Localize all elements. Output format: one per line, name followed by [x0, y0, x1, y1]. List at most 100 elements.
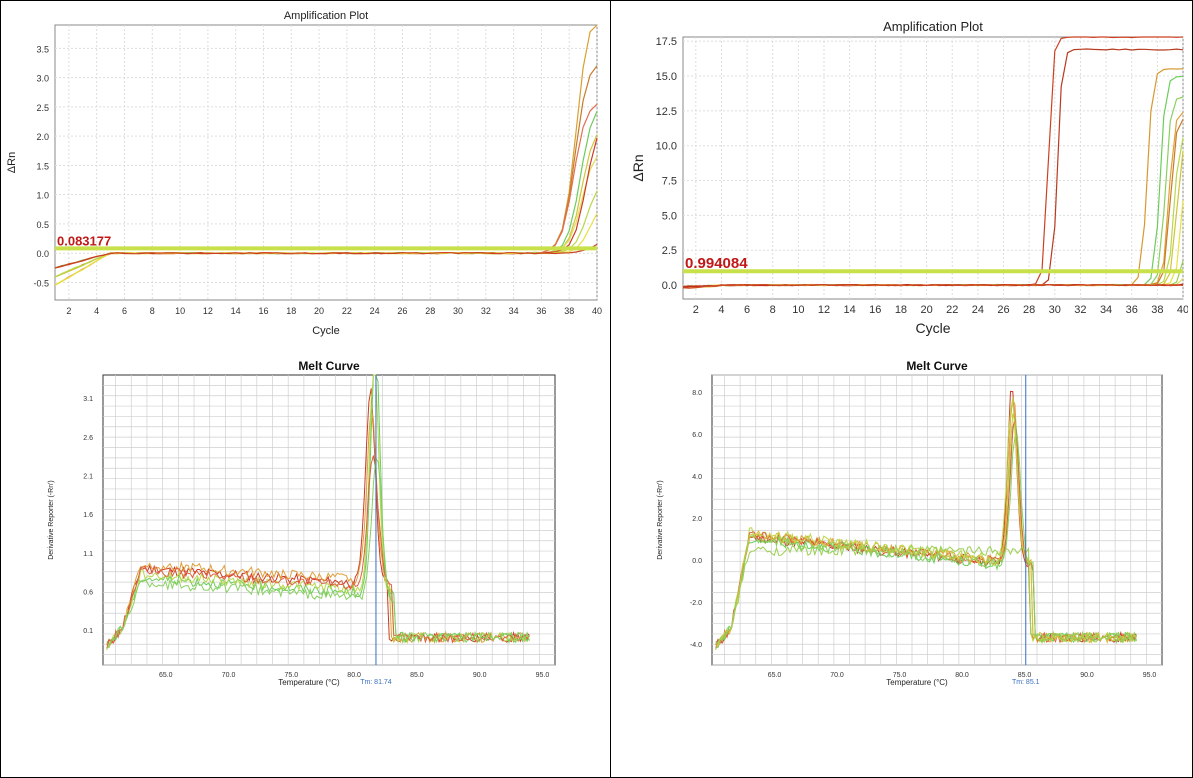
x-tick-label: 10: [175, 306, 185, 316]
plot-area: [682, 36, 1184, 300]
y-tick-label: 3.0: [36, 74, 49, 84]
y-tick-label: 2.0: [36, 132, 49, 142]
x-tick-label: 85.0: [1018, 672, 1032, 679]
y-tick-label: 2.6: [83, 435, 93, 442]
chart-title: Amplification Plot: [284, 10, 368, 22]
tm-label: Tm: 81.74: [360, 679, 392, 686]
melt-curve: [715, 434, 1137, 649]
x-tick-label: 90.0: [473, 672, 487, 679]
melt-curve-right: 65.0 70.0 75.0 80.0 85.0 90.0 95.0 -4.0 -2.0 0.0 2…: [657, 359, 1163, 687]
y-tick-label: 3.5: [36, 44, 49, 54]
x-tick-label: 2: [693, 304, 699, 316]
y-tick-label: 2.5: [36, 103, 49, 113]
x-tick-label: 30: [453, 306, 463, 316]
x-tick-label: 36: [1126, 304, 1138, 316]
x-tick-label: 28: [1023, 304, 1035, 316]
chart-title: Melt Curve: [906, 359, 968, 373]
y-tick-label: 0.0: [662, 280, 677, 292]
melt-curve-left: 65.0 70.0 75.0 80.0 85.0 90.0 95.0 0.1 0.6 1.1 1.6…: [48, 359, 556, 687]
x-tick-label: 95.0: [1143, 672, 1157, 679]
x-tick-label: 8: [150, 306, 155, 316]
y-tick-label: 17.5: [656, 36, 677, 48]
x-tick-label: 26: [397, 306, 407, 316]
tm-label: Tm: 85.1: [1012, 679, 1040, 686]
x-tick-label: 70.0: [222, 672, 236, 679]
x-tick-label: 18: [895, 304, 907, 316]
y-tick-label: 1.6: [83, 512, 93, 519]
plot-area: [54, 24, 598, 301]
x-tick-label: 36: [536, 306, 546, 316]
x-tick-label: 6: [744, 304, 750, 316]
x-tick-label: 32: [481, 306, 491, 316]
y-tick-label: 15.0: [656, 71, 677, 83]
melt-curve: [715, 399, 1137, 649]
melt-curve: [106, 407, 530, 649]
x-tick-label: 28: [425, 306, 435, 316]
x-tick-label: 32: [1074, 304, 1086, 316]
x-tick-label: 80.0: [955, 672, 969, 679]
x-tick-label: 16: [258, 306, 268, 316]
amplification-curve: [682, 283, 1184, 289]
y-tick-label: 7.5: [662, 176, 677, 188]
melt-curve: [106, 456, 530, 649]
x-tick-label: 14: [231, 306, 241, 316]
x-tick-label: 65.0: [768, 672, 782, 679]
x-tick-label: 95.0: [536, 672, 550, 679]
y-tick-label: 1.0: [36, 191, 49, 201]
y-axis-label: ΔRn: [630, 154, 646, 181]
x-tick-label: 22: [946, 304, 958, 316]
x-tick-label: 12: [818, 304, 830, 316]
y-axis-label: Derivative Reporter (-Rn'): [48, 480, 55, 560]
x-tick-label: 75.0: [893, 672, 907, 679]
y-tick-label: 1.1: [83, 551, 93, 558]
amplification-plot-left: 2 4 6 8 10 12 14 16 18 20 22 24 26 28 30 32 34 36 38 40-0.5…: [6, 10, 602, 337]
y-tick-label: 3.1: [83, 396, 93, 403]
y-tick-label: 8.0: [692, 390, 702, 397]
y-tick-label: 4.0: [692, 474, 702, 481]
x-tick-label: 26: [997, 304, 1009, 316]
x-tick-label: 20: [314, 306, 324, 316]
y-axis-label: ΔRn: [6, 152, 18, 173]
x-tick-label: 40: [592, 306, 602, 316]
x-tick-label: 16: [869, 304, 881, 316]
x-tick-label: 2: [66, 306, 71, 316]
x-tick-label: 34: [1100, 304, 1112, 316]
x-tick-label: 40: [1177, 304, 1188, 316]
x-tick-label: 22: [342, 306, 352, 316]
x-axis-label: Temperature (°C): [278, 678, 340, 687]
x-axis-label: Temperature (°C): [886, 678, 948, 687]
x-tick-label: 34: [509, 306, 519, 316]
x-tick-label: 10: [792, 304, 804, 316]
y-tick-label: 10.0: [656, 141, 677, 153]
y-tick-label: 2.1: [83, 474, 93, 481]
x-tick-label: 38: [1151, 304, 1163, 316]
y-tick-label: 0.1: [83, 628, 93, 635]
y-tick-label: -0.5: [33, 278, 49, 288]
x-tick-label: 4: [718, 304, 724, 316]
y-tick-label: -4.0: [690, 642, 702, 649]
x-tick-label: 80.0: [347, 672, 361, 679]
x-tick-label: 75.0: [285, 672, 299, 679]
x-tick-label: 6: [122, 306, 127, 316]
y-tick-label: 0.6: [83, 590, 93, 597]
x-tick-label: 18: [286, 306, 296, 316]
y-tick-label: 12.5: [656, 106, 677, 118]
y-tick-label: 6.0: [692, 432, 702, 439]
threshold-label: 0.083177: [57, 233, 111, 248]
y-tick-label: 1.5: [36, 161, 49, 171]
y-tick-label: -2.0: [690, 600, 702, 607]
x-tick-label: 14: [844, 304, 856, 316]
y-tick-label: 5.0: [662, 210, 677, 222]
x-tick-label: 70.0: [830, 672, 844, 679]
amplification-curve: [54, 243, 598, 269]
x-axis-label: Cycle: [312, 325, 340, 337]
threshold-label: 0.994084: [685, 255, 748, 272]
x-axis-label: Cycle: [915, 320, 950, 336]
y-tick-label: 2.5: [662, 245, 677, 257]
x-tick-label: 24: [370, 306, 380, 316]
amplification-plot-right: 2 4 6 8 10 12 14 16 18 20 22 24 26 28 30 32 34 36 38 400.02…: [630, 19, 1188, 336]
x-tick-label: 24: [972, 304, 984, 316]
melt-curve: [715, 417, 1137, 646]
melt-curve: [106, 374, 530, 651]
